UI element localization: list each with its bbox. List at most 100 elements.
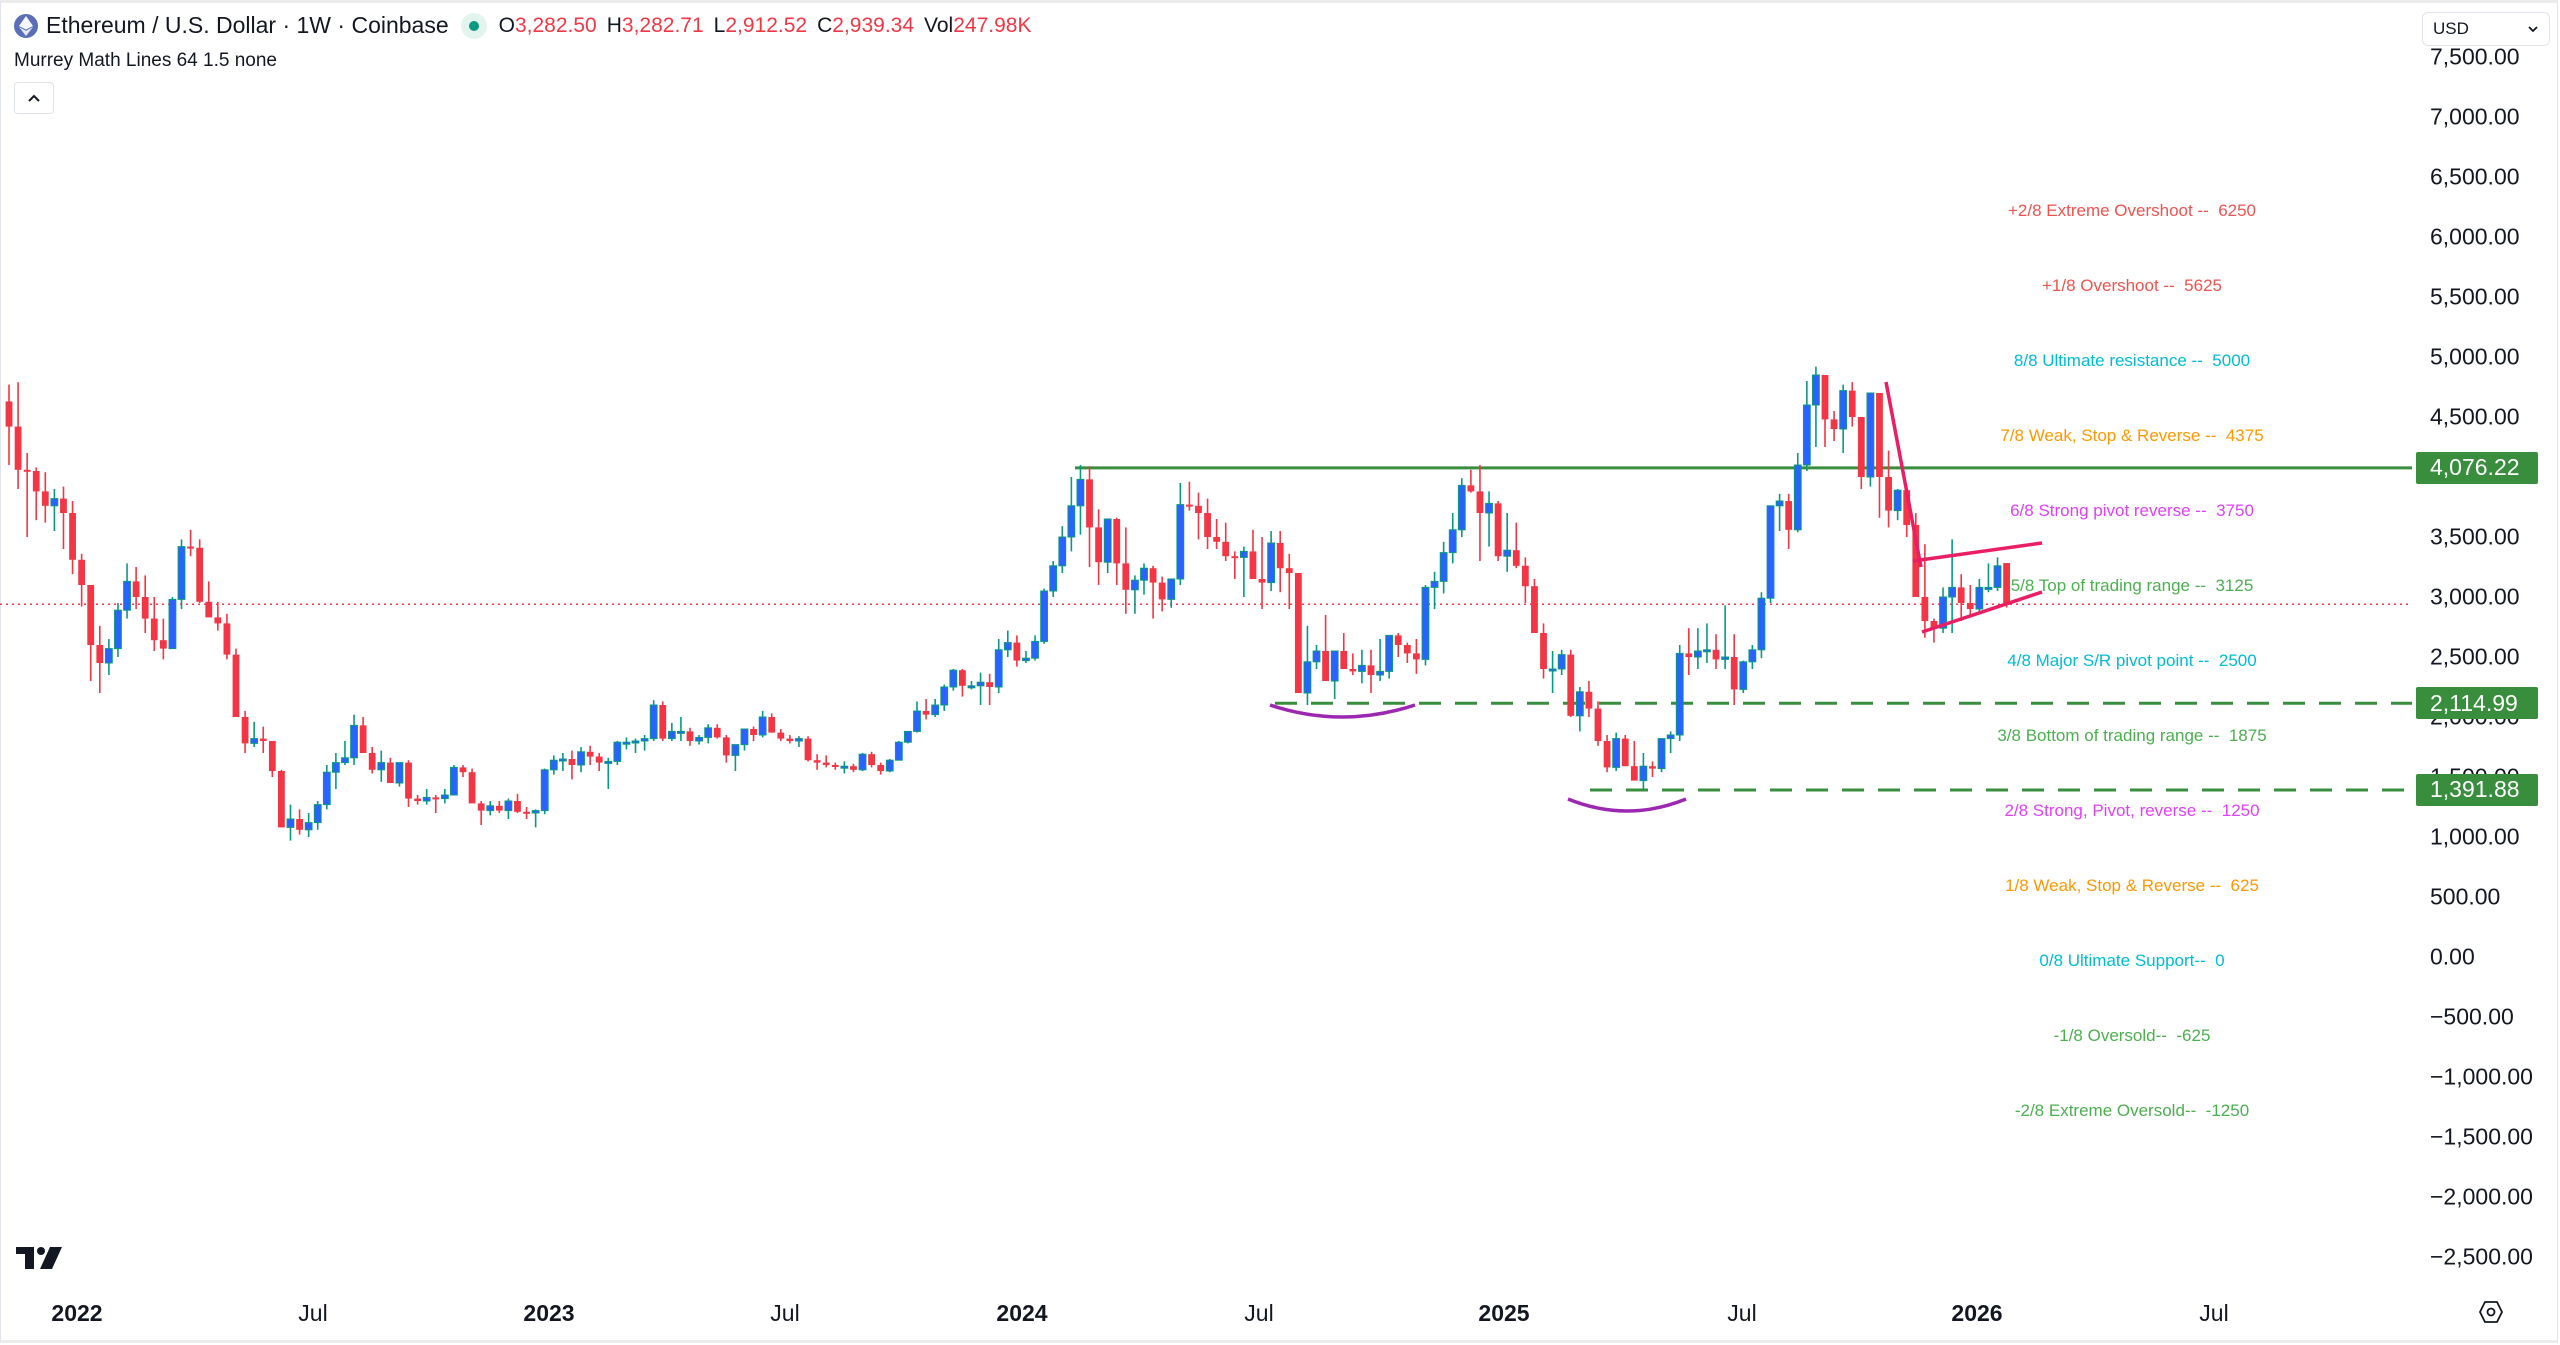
candle-body bbox=[223, 623, 231, 655]
candle-body bbox=[114, 609, 122, 650]
candle-body bbox=[1521, 565, 1529, 587]
candle-body bbox=[858, 753, 867, 771]
candle-body bbox=[304, 822, 313, 831]
candle-body bbox=[341, 757, 349, 764]
time-axis-label: 2023 bbox=[523, 1300, 575, 1326]
candle-body bbox=[432, 797, 440, 800]
candle-body bbox=[731, 744, 740, 756]
candle-body bbox=[1930, 621, 1938, 629]
candle-body bbox=[422, 796, 431, 802]
candle-body bbox=[659, 705, 667, 739]
candle-body bbox=[877, 765, 885, 771]
candle-body bbox=[486, 805, 495, 812]
candle-body bbox=[1349, 669, 1357, 672]
candle-body bbox=[531, 810, 540, 814]
candle-body bbox=[1330, 650, 1339, 682]
candle-body bbox=[477, 803, 485, 811]
candle-body bbox=[840, 765, 849, 769]
candle-body bbox=[777, 732, 785, 739]
candle-body bbox=[123, 580, 131, 611]
candle-body bbox=[1630, 766, 1638, 781]
candle-body bbox=[1040, 590, 1049, 642]
candle-body bbox=[1730, 657, 1738, 690]
symbol-legend[interactable]: Ethereum / U.S. Dollar · 1W · Coinbase O… bbox=[14, 12, 1031, 39]
candle-body bbox=[132, 581, 140, 597]
candle-body bbox=[549, 759, 558, 771]
candle-body bbox=[1249, 551, 1257, 579]
time-axis-label: Jul bbox=[770, 1300, 800, 1326]
candle-body bbox=[1076, 478, 1085, 507]
candle-body bbox=[1186, 504, 1193, 507]
murrey-level-label: 7/8 Weak, Stop & Reverse -- 4375 bbox=[2000, 426, 2264, 445]
candle-body bbox=[786, 738, 794, 741]
candle-body bbox=[1103, 518, 1112, 563]
candle-body bbox=[1540, 633, 1547, 669]
candle-body bbox=[1149, 568, 1157, 583]
candle-body bbox=[459, 767, 467, 773]
candle-body bbox=[1421, 586, 1430, 660]
candle-body bbox=[804, 738, 812, 761]
murrey-level-label: 8/8 Ultimate resistance -- 5000 bbox=[2013, 351, 2251, 370]
candle-body bbox=[1685, 653, 1693, 657]
candle-body bbox=[1785, 501, 1793, 530]
price-axis-label: −2,500.00 bbox=[2430, 1243, 2533, 1270]
candle-body bbox=[1939, 596, 1947, 629]
candle-body bbox=[1049, 565, 1058, 592]
candle-body bbox=[1775, 500, 1784, 507]
candle-body bbox=[1222, 541, 1230, 557]
settings-hex-icon[interactable] bbox=[2478, 1300, 2504, 1329]
symbol-title[interactable]: Ethereum / U.S. Dollar · 1W · Coinbase bbox=[46, 12, 449, 38]
collapse-legend-button[interactable] bbox=[14, 82, 54, 114]
candle-body bbox=[613, 741, 622, 762]
candle-body bbox=[1213, 537, 1221, 542]
candle-body bbox=[1322, 651, 1329, 681]
candle-body bbox=[1439, 552, 1448, 582]
candle-body bbox=[313, 804, 322, 824]
candle-body bbox=[1857, 417, 1865, 477]
candle-body bbox=[141, 597, 149, 619]
candle-body bbox=[1848, 390, 1856, 417]
candle-body bbox=[1340, 651, 1348, 669]
price-axis-label: 4,500.00 bbox=[2430, 403, 2520, 430]
market-open-dot-icon bbox=[460, 12, 487, 39]
murrey-level-label: -1/8 Oversold-- -625 bbox=[2053, 1026, 2211, 1045]
tradingview-logo-icon[interactable] bbox=[16, 1245, 64, 1276]
indicator-legend-murrey-math[interactable]: Murrey Math Lines 64 1.5 none bbox=[14, 50, 277, 71]
candle-body bbox=[904, 730, 912, 743]
candle-body bbox=[350, 724, 358, 759]
candle-body bbox=[986, 682, 994, 687]
time-axis-label: 2025 bbox=[1478, 1300, 1530, 1326]
candle-body bbox=[1866, 392, 1875, 478]
candle-body bbox=[1567, 654, 1575, 716]
candle-body bbox=[1403, 645, 1411, 654]
candle-body bbox=[523, 811, 530, 814]
price-level-tag: 1,391.88 bbox=[2416, 773, 2538, 806]
murrey-level-label: 0/8 Ultimate Support-- 0 bbox=[2039, 951, 2225, 970]
candle-body bbox=[205, 601, 213, 618]
ohlc-h: H3,282.71 bbox=[606, 13, 704, 37]
candle-body bbox=[1603, 741, 1611, 768]
murrey-level-label: +2/8 Extreme Overshoot -- 6250 bbox=[2007, 201, 2257, 220]
candle-body bbox=[1712, 649, 1720, 660]
candle-body bbox=[214, 617, 222, 624]
candle-body bbox=[377, 762, 386, 771]
candle-body bbox=[1993, 565, 2002, 588]
pattern-trendline bbox=[1921, 590, 2043, 634]
candle-body bbox=[868, 754, 875, 765]
candle-body bbox=[1385, 634, 1394, 672]
ohlc-values: O3,282.50 H3,282.71 L2,912.52 C2,939.34 Vol2… bbox=[499, 14, 1032, 38]
candle-body bbox=[395, 762, 404, 784]
candle-body bbox=[1830, 419, 1838, 429]
candle-body bbox=[758, 716, 767, 736]
candle-body bbox=[250, 738, 259, 744]
price-axis-label: 3,000.00 bbox=[2430, 583, 2520, 610]
candle-body bbox=[1793, 464, 1802, 531]
time-axis-label: 2022 bbox=[51, 1300, 103, 1326]
candle-body bbox=[150, 618, 158, 641]
candle-body bbox=[1821, 375, 1829, 420]
candle-body bbox=[1394, 635, 1402, 645]
currency-select[interactable]: USD bbox=[2422, 12, 2550, 46]
price-axis-label: 7,000.00 bbox=[2430, 103, 2520, 130]
candle-body bbox=[1512, 550, 1520, 566]
